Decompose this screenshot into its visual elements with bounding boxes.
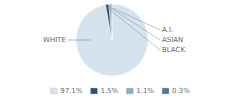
legend-label: 97.1% [60,87,83,95]
legend-label: 1.1% [136,87,154,95]
legend: 97.1% 1.5% 1.1% 0.3% [50,87,190,95]
legend-label: 0.3% [172,87,190,95]
leader-line [108,8,160,50]
pie-slice [105,4,112,40]
legend-swatch [162,88,169,94]
slice-label: ASIAN [162,36,183,44]
legend-swatch [126,88,133,94]
chart: WHITE A.I. ASIAN BLACK 97.1% 1.5% 1.1% 0.3% [0,0,240,100]
leader-line [68,40,90,41]
labels: WHITE A.I. ASIAN BLACK [43,8,185,54]
slice-label: A.I. [162,26,173,34]
slice-label: BLACK [162,46,185,54]
legend-label: 1.5% [100,87,118,95]
legend-swatch [90,88,97,94]
slice-label: WHITE [43,36,66,44]
pie-slice [111,4,113,40]
legend-swatch [50,88,57,94]
leader-line [110,8,160,40]
leader-line [112,8,160,30]
